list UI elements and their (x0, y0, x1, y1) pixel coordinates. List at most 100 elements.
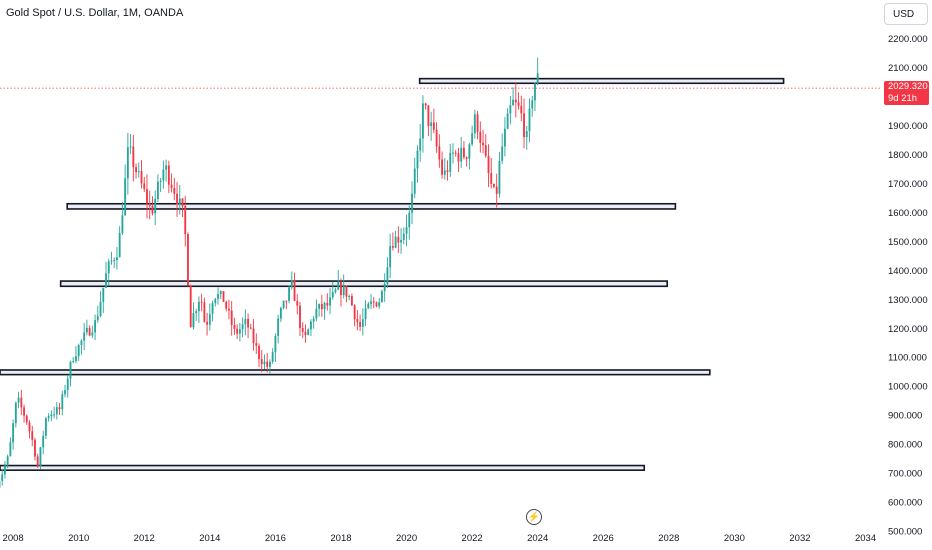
x-tick-label: 2026 (593, 533, 614, 544)
candle-body (91, 332, 94, 336)
candle-body (14, 402, 17, 424)
candle-body (383, 283, 386, 292)
candle-body (460, 147, 463, 162)
candle-body (126, 147, 129, 179)
candle-body (512, 99, 515, 106)
candle-body (394, 236, 397, 248)
candle-body (356, 319, 359, 323)
candle-body (53, 414, 56, 416)
candle-body (42, 435, 45, 448)
candle-body (424, 103, 427, 106)
y-tick-label: 1200.000 (888, 324, 928, 335)
y-tick-label: 1300.000 (888, 295, 928, 306)
candle-body (454, 152, 457, 154)
candle-body (222, 291, 225, 302)
candle-body (36, 456, 39, 467)
candle-body (249, 327, 252, 329)
candle-body (118, 232, 121, 258)
candle-body (247, 318, 250, 328)
candle-body (146, 189, 148, 204)
candle-body (443, 170, 446, 175)
candle-body (536, 73, 539, 84)
candle-body (304, 331, 307, 335)
candle-body (413, 168, 416, 194)
x-tick-label: 2022 (462, 533, 483, 544)
candle-body (372, 301, 375, 303)
candle-body (337, 281, 340, 290)
candle-body (83, 332, 86, 341)
candle-body (501, 146, 504, 161)
last-price-label: 2029.320 (888, 81, 928, 92)
candle-body (432, 122, 435, 130)
candle-body (523, 113, 525, 138)
x-tick-label: 2020 (396, 533, 417, 544)
candle-body (170, 184, 173, 188)
candle-body (66, 378, 69, 391)
candle-body (331, 291, 334, 298)
candle-body (162, 169, 165, 181)
candle-body (493, 184, 495, 187)
candle-body (350, 296, 353, 306)
candle-body (490, 172, 493, 185)
candle-body (80, 340, 83, 346)
candle-body (94, 320, 97, 333)
candle-body (3, 465, 6, 475)
candle-body (329, 297, 331, 306)
candle-body (244, 318, 247, 325)
candle-body (462, 147, 465, 158)
bar-countdown-label: 9d 21h (888, 93, 918, 104)
candle-body (176, 193, 178, 205)
candle-body (266, 361, 269, 367)
candle-body (61, 394, 64, 410)
candle-body (230, 310, 233, 325)
candle-body (143, 183, 146, 190)
candle-body (277, 318, 280, 336)
candle-body (386, 267, 389, 284)
candle-body (255, 343, 258, 346)
candle-body (20, 397, 23, 408)
candle-body (148, 203, 151, 206)
candle-body (55, 407, 58, 415)
candle-body (498, 160, 501, 194)
y-tick-label: 2200.000 (888, 34, 928, 45)
support-resistance-zone[interactable] (0, 369, 711, 376)
candle-body (299, 305, 301, 329)
candle-body (427, 105, 430, 127)
candle-body (17, 397, 20, 403)
candle-body (102, 287, 105, 302)
support-resistance-zone[interactable] (59, 280, 668, 288)
candle-body (353, 305, 356, 320)
currency-button[interactable]: USD (884, 3, 928, 25)
candle-body (187, 234, 189, 286)
candle-body (402, 233, 405, 241)
candle-body (520, 105, 523, 114)
candle-body (72, 360, 75, 362)
candle-body (408, 212, 411, 228)
candle-body (296, 300, 299, 306)
candle-body (132, 146, 135, 168)
candle-body (476, 114, 479, 132)
candle-body (203, 302, 206, 322)
candle-body (156, 181, 159, 199)
support-resistance-zone[interactable] (0, 464, 646, 471)
candle-body (465, 157, 468, 159)
candle-body (25, 415, 28, 423)
candle-body (260, 359, 263, 365)
candle-body (110, 260, 113, 262)
x-tick-label: 2024 (527, 533, 548, 544)
candle-body (378, 302, 381, 307)
candle-body (99, 301, 102, 316)
candle-body (121, 215, 124, 233)
support-resistance-zone[interactable] (418, 77, 785, 85)
candle-body (105, 273, 107, 288)
candle-body (181, 198, 184, 206)
candle-body (107, 261, 110, 274)
candle-body (211, 303, 214, 315)
support-resistance-zone[interactable] (66, 202, 677, 210)
candle-body (189, 285, 192, 328)
candle-body (525, 131, 528, 138)
lightning-icon[interactable]: ⚡ (526, 509, 542, 525)
candle-body (165, 165, 168, 170)
